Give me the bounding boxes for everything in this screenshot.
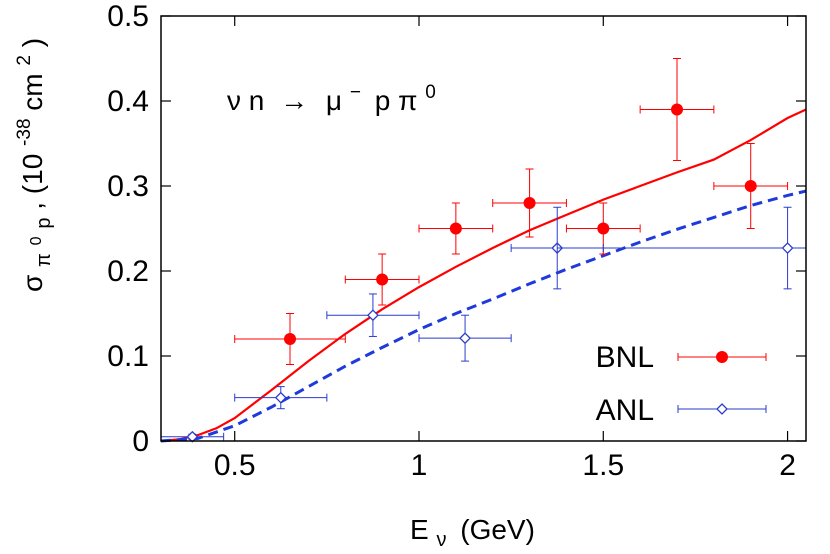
x-tick-label: 0.5 bbox=[214, 449, 256, 482]
y-tick-label: 0 bbox=[132, 425, 149, 458]
x-axis-label-sub: ν bbox=[436, 529, 446, 551]
legend-label-bnl: BNL bbox=[596, 341, 654, 374]
y-axis-label-sub-p: p bbox=[33, 218, 55, 229]
anl-point bbox=[556, 206, 807, 290]
reaction-annotation: ν n → μ − p π 0 bbox=[227, 73, 436, 116]
bnl-marker bbox=[523, 197, 536, 209]
anl-marker bbox=[459, 332, 471, 345]
bnl-point bbox=[418, 202, 494, 255]
y-tick-label: 0.1 bbox=[107, 340, 149, 373]
x-axis-label-unit: (GeV) bbox=[460, 514, 535, 545]
bnl-marker bbox=[597, 222, 610, 235]
y-tick-label: 0.4 bbox=[107, 85, 149, 118]
reaction-muon-charge: − bbox=[350, 82, 361, 103]
reaction-muon: μ bbox=[326, 85, 342, 116]
anl-marker bbox=[274, 391, 287, 404]
bnl-marker bbox=[284, 333, 296, 345]
x-axis-label-main: E bbox=[410, 514, 429, 545]
legend-marker-anl bbox=[716, 403, 728, 415]
y-axis-label-unit-exponent: 2 bbox=[14, 55, 35, 66]
y-axis-label: σ π 0 p , (10 -38 cm 2 ) bbox=[5, 38, 56, 292]
bnl-point bbox=[713, 143, 789, 229]
theory-curve-dashed bbox=[160, 189, 807, 443]
bnl-point bbox=[344, 253, 420, 306]
y-axis-label-sub-pi: π bbox=[33, 253, 55, 267]
x-tick-label: 1.5 bbox=[582, 449, 624, 482]
reaction-arrow: → bbox=[280, 85, 308, 116]
bnl-point bbox=[492, 168, 567, 238]
x-tick-label: 1 bbox=[411, 449, 428, 482]
y-axis-label-units-open: , (10 bbox=[17, 154, 48, 210]
bnl-marker bbox=[376, 273, 389, 286]
y-tick-label: 0.3 bbox=[107, 170, 149, 203]
legend-label-anl: ANL bbox=[596, 394, 654, 427]
anl-point bbox=[234, 386, 328, 410]
svg-text:σ π 0 p: σ π 0 p , (10 -38 cm 2 ) bbox=[5, 38, 56, 292]
bnl-marker bbox=[449, 222, 462, 235]
bnl-point bbox=[639, 58, 715, 161]
anl-point bbox=[418, 314, 512, 362]
theory-curve-solid bbox=[160, 108, 807, 443]
anl-marker bbox=[367, 309, 379, 322]
plot-frame bbox=[160, 15, 807, 442]
x-tick-label: 2 bbox=[779, 449, 796, 482]
bnl-marker bbox=[744, 180, 757, 192]
y-axis-label-sup-zero: 0 bbox=[28, 236, 45, 245]
bnl-point bbox=[234, 313, 346, 365]
y-tick-label: 0.2 bbox=[107, 255, 149, 288]
bnl-marker bbox=[671, 103, 683, 116]
legend-markers bbox=[677, 351, 767, 415]
reaction-lhs: ν n bbox=[227, 85, 264, 116]
reaction-pion-charge: 0 bbox=[425, 82, 436, 103]
anl-marker bbox=[781, 242, 794, 254]
data-points bbox=[160, 58, 807, 443]
bnl-point bbox=[565, 202, 641, 255]
y-axis-label-units-close: ) bbox=[17, 38, 48, 47]
y-axis-label-main: σ bbox=[17, 275, 48, 292]
x-axis-label: E ν (GeV) bbox=[410, 514, 535, 552]
y-axis-label-unit: cm bbox=[17, 73, 48, 110]
legend: BNL ANL bbox=[596, 341, 767, 427]
theory-curves bbox=[160, 108, 807, 443]
legend-marker-bnl bbox=[716, 351, 728, 363]
axis-ticks: 0.5 1 1.5 2 0 0.1 0.2 0.3 0.4 0.5 bbox=[107, 0, 806, 482]
reaction-rest: p π bbox=[375, 85, 418, 116]
y-tick-label: 0.5 bbox=[107, 0, 149, 33]
y-axis-label-exponent: -38 bbox=[14, 118, 35, 145]
anl-point bbox=[326, 293, 420, 337]
